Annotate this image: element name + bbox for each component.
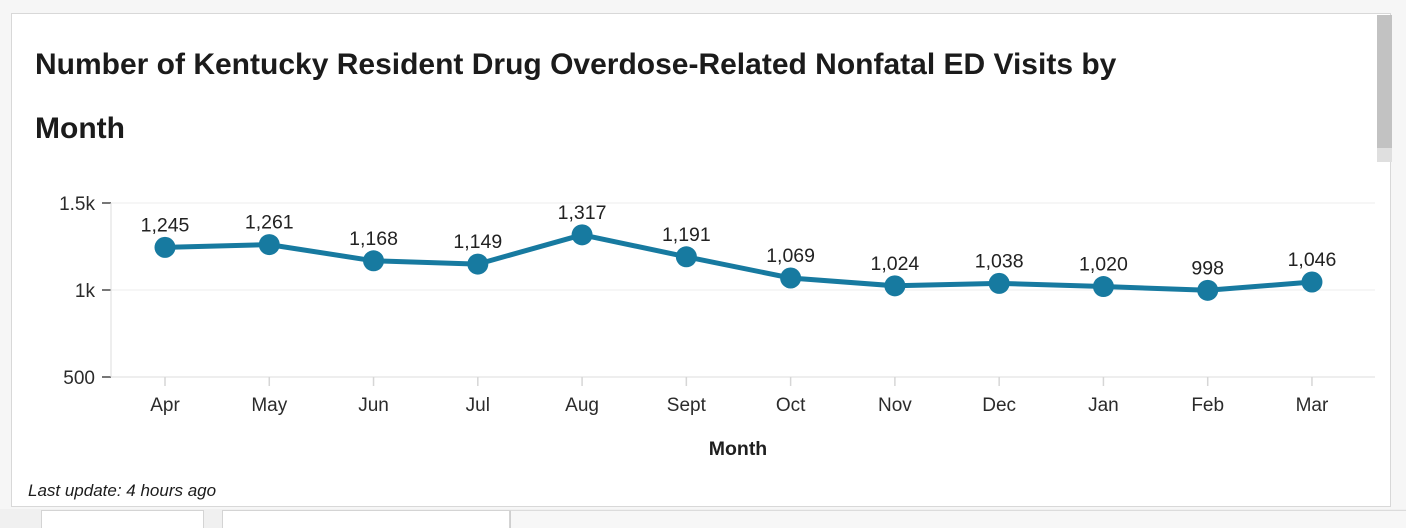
x-axis-tick-label: Jan	[1088, 395, 1119, 416]
y-axis-tick-label: 1.5k	[59, 194, 95, 215]
data-point-label: 1,191	[662, 224, 711, 246]
x-axis-tick-label: May	[251, 395, 287, 416]
data-point[interactable]	[1197, 279, 1219, 301]
data-point-label: 1,261	[245, 212, 294, 234]
data-point-label: 1,245	[141, 214, 190, 236]
data-point-label: 1,046	[1288, 249, 1337, 271]
chart-title: Number of Kentucky Resident Drug Overdos…	[35, 33, 1335, 161]
x-axis-tick-label: Oct	[776, 395, 806, 416]
data-point[interactable]	[675, 246, 697, 268]
data-point[interactable]	[988, 272, 1010, 294]
data-point[interactable]	[258, 234, 280, 256]
x-axis-tick-label: Nov	[878, 395, 912, 416]
y-axis-tick-label: 500	[63, 368, 95, 389]
data-point-label: 1,317	[558, 202, 607, 224]
data-point-label: 1,038	[975, 250, 1024, 272]
next-row-strip	[0, 509, 1406, 528]
x-axis-tick-label: Dec	[982, 395, 1016, 416]
data-point[interactable]	[884, 275, 906, 297]
data-point-label: 1,069	[766, 245, 815, 267]
data-point[interactable]	[363, 250, 385, 272]
x-axis-title: Month	[709, 438, 767, 460]
data-line	[162, 232, 1315, 293]
data-point[interactable]	[1092, 276, 1114, 298]
x-axis-tick-label: Aug	[565, 395, 599, 416]
data-point-label: 1,168	[349, 228, 398, 250]
data-point[interactable]	[467, 253, 489, 275]
next-row-card-2	[222, 510, 510, 528]
data-point-label: 998	[1191, 257, 1224, 279]
data-point[interactable]	[1301, 271, 1323, 293]
y-axis-tick-label: 1k	[75, 281, 96, 302]
next-row-card-1	[41, 510, 204, 528]
x-axis-tick-label: Apr	[150, 395, 180, 416]
data-point[interactable]	[154, 236, 176, 258]
chart-title-line-2: Month	[35, 112, 125, 145]
x-axis-tick-label: Feb	[1191, 395, 1224, 416]
scrollbar-thumb[interactable]	[1377, 15, 1392, 148]
data-point-label: 1,020	[1079, 254, 1128, 276]
scrollbar-thumb-cap	[1377, 148, 1392, 162]
x-axis-tick-label: Jun	[358, 395, 389, 416]
x-axis-tick-label: Jul	[466, 395, 490, 416]
data-point[interactable]	[571, 224, 593, 246]
next-row-panel	[510, 510, 1406, 528]
chart-title-line-1: Number of Kentucky Resident Drug Overdos…	[35, 48, 1117, 81]
data-point-label: 1,024	[870, 253, 919, 275]
data-point-label: 1,149	[453, 231, 502, 253]
x-axis-tick-label: Mar	[1296, 395, 1329, 416]
x-axis-tick-label: Sept	[667, 395, 707, 416]
last-update-note: Last update: 4 hours ago	[28, 481, 217, 500]
data-point[interactable]	[780, 267, 802, 289]
